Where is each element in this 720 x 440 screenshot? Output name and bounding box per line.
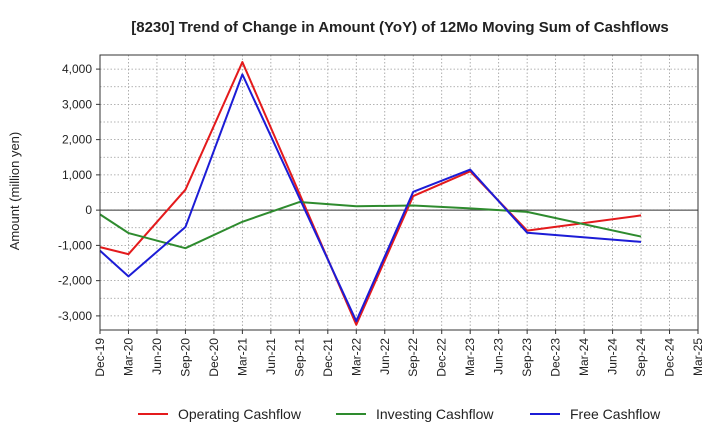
x-tick-label: Jun-22	[378, 338, 392, 375]
x-tick-label: Dec-19	[93, 338, 107, 377]
y-tick-label: 2,000	[62, 133, 92, 147]
grid-lines	[99, 55, 699, 330]
x-tick-label: Jun-20	[150, 338, 164, 375]
y-axis-label: Amount (million yen)	[7, 132, 22, 251]
free-cashflow-line	[99, 73, 642, 323]
x-tick-label: Mar-24	[577, 338, 591, 376]
y-tick-label: -2,000	[58, 274, 92, 288]
x-tick-label: Mar-20	[121, 338, 135, 376]
legend-item-investing-cashflow: Investing Cashflow	[336, 406, 494, 422]
x-tick-label: Mar-22	[349, 338, 363, 376]
y-tick-label: -1,000	[58, 238, 92, 252]
series-lines	[99, 61, 642, 326]
legend-item-free-cashflow: Free Cashflow	[530, 406, 661, 422]
legend: Operating Cashflow Investing Cashflow Free…	[138, 406, 661, 422]
x-tick-label: Sep-21	[292, 338, 306, 377]
x-tick-label: Mar-21	[235, 338, 249, 376]
y-tick-label: -3,000	[58, 309, 92, 323]
x-tick-label: Sep-20	[178, 338, 192, 377]
y-tick-label: 0	[85, 203, 92, 217]
plot-frame	[99, 54, 699, 331]
x-tick-label: Sep-22	[406, 338, 420, 377]
x-tick-label: Dec-24	[663, 338, 677, 377]
y-tick-labels: 4,000 3,000 2,000 1,000 0 -1,000 -2,000 -3,000	[58, 62, 100, 323]
x-tick-label: Sep-23	[520, 338, 534, 377]
x-tick-label: Jun-21	[264, 338, 278, 375]
legend-label: Investing Cashflow	[376, 406, 494, 422]
y-tick-label: 4,000	[62, 62, 92, 76]
y-tick-label: 1,000	[62, 168, 92, 182]
x-tick-label: Dec-23	[549, 338, 563, 377]
operating-cashflow-line	[99, 61, 642, 326]
x-tick-label: Sep-24	[634, 338, 648, 377]
y-tick-label: 3,000	[62, 97, 92, 111]
x-tick-labels: Dec-19 Mar-20 Jun-20 Sep-20 Dec-20 Mar-21 Jun-…	[93, 330, 705, 377]
x-tick-label: Dec-20	[207, 338, 221, 377]
chart-title: [8230] Trend of Change in Amount (YoY) o…	[131, 19, 669, 36]
investing-cashflow-line	[99, 201, 642, 250]
x-tick-label: Mar-23	[463, 338, 477, 376]
legend-item-operating-cashflow: Operating Cashflow	[138, 406, 302, 422]
x-tick-label: Dec-22	[435, 338, 449, 377]
x-tick-label: Mar-25	[691, 338, 705, 376]
legend-label: Free Cashflow	[570, 406, 661, 422]
x-tick-label: Jun-23	[492, 338, 506, 375]
x-tick-label: Dec-21	[321, 338, 335, 377]
legend-label: Operating Cashflow	[178, 406, 302, 422]
x-tick-label: Jun-24	[606, 338, 620, 375]
